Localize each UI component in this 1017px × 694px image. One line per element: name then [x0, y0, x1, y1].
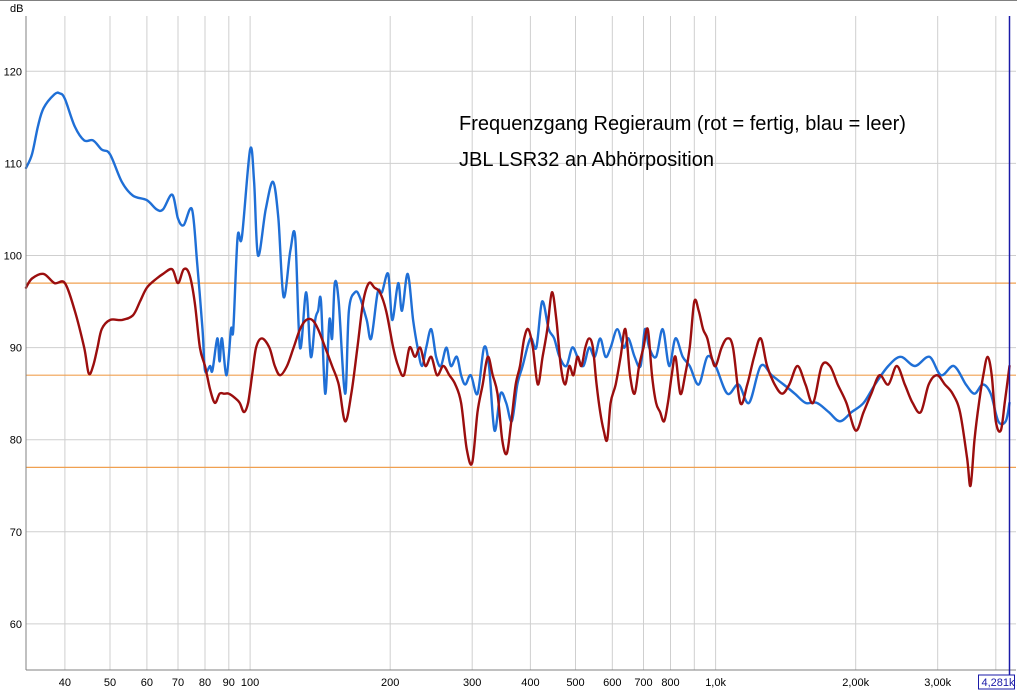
series-line-blue — [24, 91, 1011, 432]
y-tick-label: 90 — [10, 343, 22, 355]
x-tick-label: 300 — [463, 677, 481, 689]
annotation-title: Frequenzgang Regieraum (rot = fertig, bl… — [459, 113, 906, 135]
y-tick-label: 100 — [4, 251, 22, 263]
frequency-cursor[interactable]: 4,281kz — [978, 16, 1017, 690]
x-tick-label: 70 — [172, 677, 184, 689]
x-tick-label: 200 — [381, 677, 399, 689]
x-tick-label: 600 — [603, 677, 621, 689]
x-tick-label: 90 — [223, 677, 235, 689]
y-tick-label: 110 — [4, 158, 22, 170]
x-tick-label: 800 — [661, 677, 679, 689]
y-tick-label: 120 — [4, 66, 22, 78]
annotation-subtitle: JBL LSR32 an Abhörposition — [459, 149, 714, 171]
x-tick-label: 500 — [566, 677, 584, 689]
x-tick-label: 3,00k — [924, 677, 951, 689]
x-tick-label: 400 — [521, 677, 539, 689]
x-tick-label: 80 — [199, 677, 211, 689]
tick-labels: 40 50 60 70 80 90 100 200 300 400 500 600 700 800 1,0k… — [4, 66, 952, 689]
y-tick-label: 80 — [10, 435, 22, 447]
x-tick-label: 1,0k — [705, 677, 726, 689]
series-line-red — [24, 267, 1011, 488]
x-tick-label: 40 — [59, 677, 71, 689]
plot-frame — [0, 0, 1017, 671]
y-tick-label: 60 — [10, 619, 22, 631]
x-tick-label: 2,00k — [842, 677, 869, 689]
y-tick-label: 70 — [10, 527, 22, 539]
x-tick-label: 50 — [104, 677, 116, 689]
x-tick-label: 700 — [634, 677, 652, 689]
series-layer — [24, 91, 1011, 488]
cursor-readout-value: 4,281k — [982, 677, 1016, 689]
x-tick-label: 100 — [241, 677, 259, 689]
cursor-readout-box — [978, 674, 1015, 690]
x-tick-label: 60 — [141, 677, 153, 689]
y-axis-label: dB — [10, 3, 23, 15]
